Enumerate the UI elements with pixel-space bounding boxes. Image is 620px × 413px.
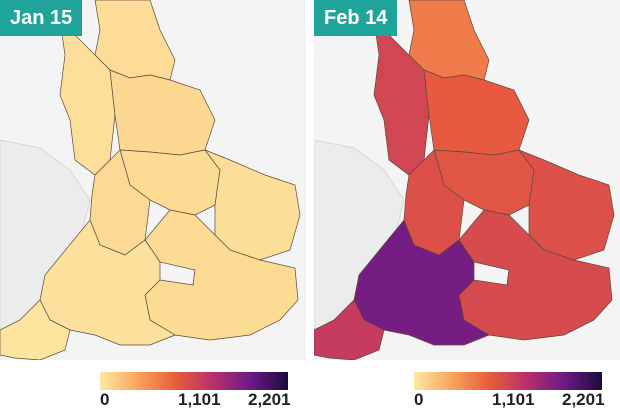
region-layer bbox=[314, 0, 615, 361]
region-east-of-england bbox=[203, 149, 301, 261]
region-south-east bbox=[144, 209, 299, 341]
region-yorkshire bbox=[423, 69, 530, 156]
panel-divider bbox=[306, 0, 314, 413]
legend-max-label: 2,201 bbox=[248, 390, 291, 409]
region-cornwall bbox=[0, 299, 71, 361]
england-map-jan bbox=[0, 0, 301, 361]
region-yorkshire bbox=[109, 69, 216, 156]
date-label-feb: Feb 14 bbox=[314, 0, 398, 36]
legend-min-label: 0 bbox=[100, 390, 110, 409]
legend-mid-label: 1,101 bbox=[178, 390, 221, 409]
legend-gradient bbox=[414, 372, 602, 390]
map-panel-feb: Feb 14 0 1,101 2,201 bbox=[314, 0, 620, 413]
region-cornwall bbox=[314, 299, 385, 361]
legend-min-label: 0 bbox=[414, 390, 424, 409]
legend-max-label: 2,201 bbox=[562, 390, 605, 409]
region-south-east bbox=[458, 209, 613, 341]
color-legend-jan: 0 1,101 2,201 bbox=[0, 360, 306, 413]
region-east-of-england bbox=[517, 149, 615, 261]
legend-mid-label: 1,101 bbox=[492, 390, 535, 409]
region-layer bbox=[0, 0, 301, 361]
legend-gradient bbox=[100, 372, 288, 390]
date-label-jan: Jan 15 bbox=[0, 0, 83, 36]
map-panel-jan: Jan 15 0 1,101 2,201 bbox=[0, 0, 306, 413]
england-map-feb bbox=[314, 0, 615, 361]
color-legend-feb: 0 1,101 2,201 bbox=[314, 360, 620, 413]
